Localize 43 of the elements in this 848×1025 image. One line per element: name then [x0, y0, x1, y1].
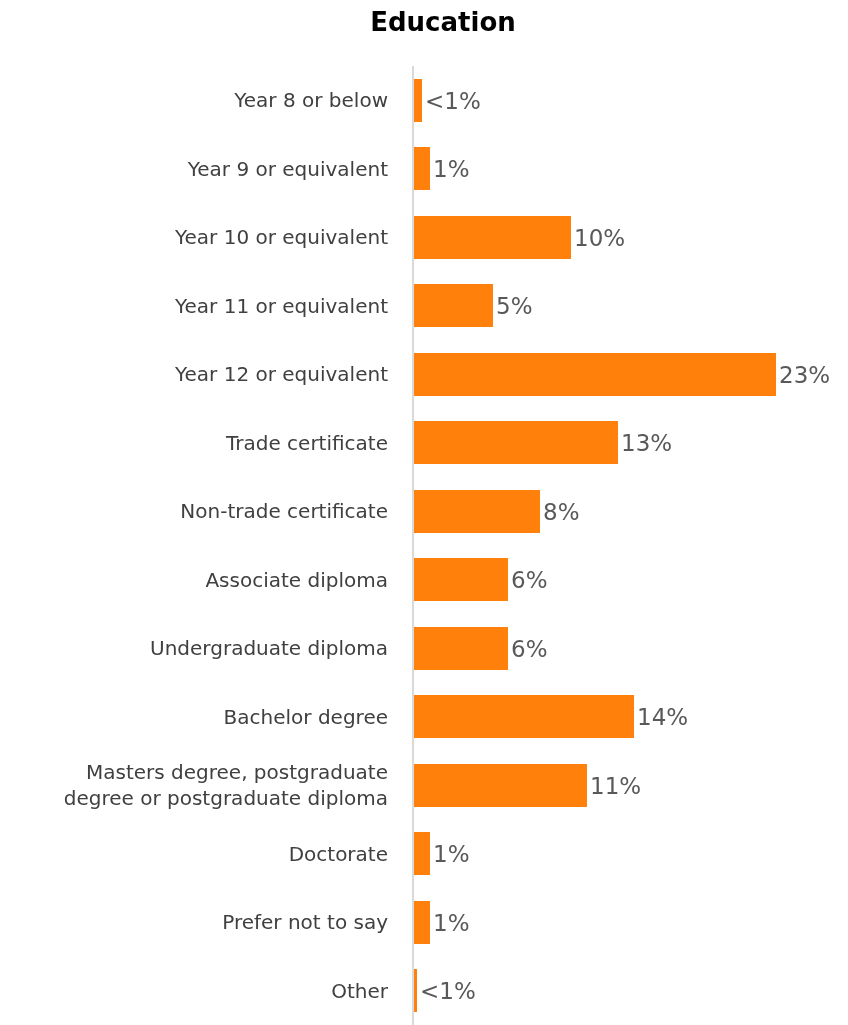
- bar: [414, 421, 618, 464]
- y-tick-label: Doctorate: [288, 841, 388, 866]
- chart-title: Education: [370, 7, 516, 38]
- bar: [414, 79, 422, 122]
- data-label: 6%: [511, 635, 548, 662]
- data-label: 8%: [543, 498, 580, 525]
- y-tick-label: Other: [331, 978, 389, 1003]
- bar: [414, 969, 417, 1012]
- data-label: 14%: [637, 703, 689, 730]
- y-tick-label: Trade certificate: [224, 430, 388, 455]
- y-tick-label: Masters degree, postgraduate degree or postgraduate diploma: [63, 760, 388, 811]
- y-tick-label: Year 12 or equivalent: [173, 362, 389, 387]
- bar: [414, 764, 587, 807]
- data-label: 1%: [433, 840, 470, 867]
- bar: [414, 353, 776, 396]
- data-label: <1%: [425, 87, 481, 114]
- data-label: 10%: [574, 224, 626, 251]
- data-label: 13%: [621, 429, 673, 456]
- bar: [414, 558, 508, 601]
- bar: [414, 695, 634, 738]
- data-label: 6%: [511, 566, 548, 593]
- data-label: 1%: [433, 155, 470, 182]
- bar: [414, 490, 540, 533]
- y-tick-label: Year 9 or equivalent: [186, 156, 389, 181]
- data-label: 1%: [433, 909, 470, 936]
- bar: [414, 216, 571, 259]
- y-tick-label: Year 11 or equivalent: [173, 293, 389, 318]
- data-label: 23%: [779, 361, 831, 388]
- bar: [414, 147, 430, 190]
- y-tick-label: Year 10 or equivalent: [173, 225, 389, 250]
- bar: [414, 901, 430, 944]
- y-tick-label: Associate diploma: [205, 567, 388, 592]
- y-tick-label: Year 8 or below: [233, 88, 388, 113]
- data-label: 5%: [496, 292, 533, 319]
- y-tick-label: Prefer not to say: [222, 910, 389, 935]
- bar: [414, 627, 508, 670]
- y-tick-label: Non-trade certificate: [180, 499, 388, 524]
- bar: [414, 832, 430, 875]
- data-label: 11%: [590, 772, 642, 799]
- y-tick-label: Undergraduate diploma: [150, 636, 388, 661]
- data-label: <1%: [420, 977, 476, 1004]
- bar: [414, 284, 493, 327]
- y-tick-label: Bachelor degree: [223, 704, 388, 729]
